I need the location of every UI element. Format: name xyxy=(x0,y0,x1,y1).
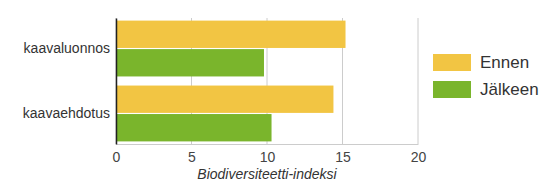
bar xyxy=(116,21,346,48)
bar xyxy=(116,114,272,141)
y-tick: kaavaluonnos xyxy=(24,40,116,56)
legend-label: Jälkeen xyxy=(480,80,539,99)
y-axis-line xyxy=(116,19,118,145)
x-tick: 0 xyxy=(113,144,121,165)
y-tick-label: kaavaehdotus xyxy=(23,105,110,121)
x-tick-label: 15 xyxy=(335,149,351,165)
x-tick-label: 20 xyxy=(411,149,427,165)
x-tick: 15 xyxy=(335,144,351,165)
legend-label: Ennen xyxy=(480,53,529,72)
x-tick: 20 xyxy=(411,144,427,165)
y-tick: kaavaehdotus xyxy=(23,105,116,121)
x-tick: 5 xyxy=(188,144,196,165)
grid-line xyxy=(418,18,419,144)
y-axis: kaavaluonnos kaavaehdotus xyxy=(23,19,117,145)
grid-line xyxy=(116,18,117,144)
legend-swatch xyxy=(433,81,471,98)
grid xyxy=(116,18,418,144)
plot: 0 5 10 15 20 kaavaluonnos kaavaehdotus xyxy=(23,18,427,165)
x-tick-label: 10 xyxy=(260,149,276,165)
x-axis: 0 5 10 15 20 xyxy=(113,144,427,165)
x-axis-line xyxy=(117,144,419,145)
legend-swatch xyxy=(433,54,471,71)
chart: 0 5 10 15 20 kaavaluonnos kaavaehdotus Biodiver… xyxy=(0,0,552,184)
bar xyxy=(116,49,264,76)
x-axis-title: Biodiversiteetti-indeksi xyxy=(197,166,337,182)
x-tick-label: 5 xyxy=(188,149,196,165)
legend: Ennen Jälkeen xyxy=(433,53,539,99)
y-tick-label: kaavaluonnos xyxy=(24,40,110,56)
bar xyxy=(116,86,333,113)
bars xyxy=(116,21,346,142)
x-tick: 10 xyxy=(260,144,276,165)
x-tick-label: 0 xyxy=(113,149,121,165)
